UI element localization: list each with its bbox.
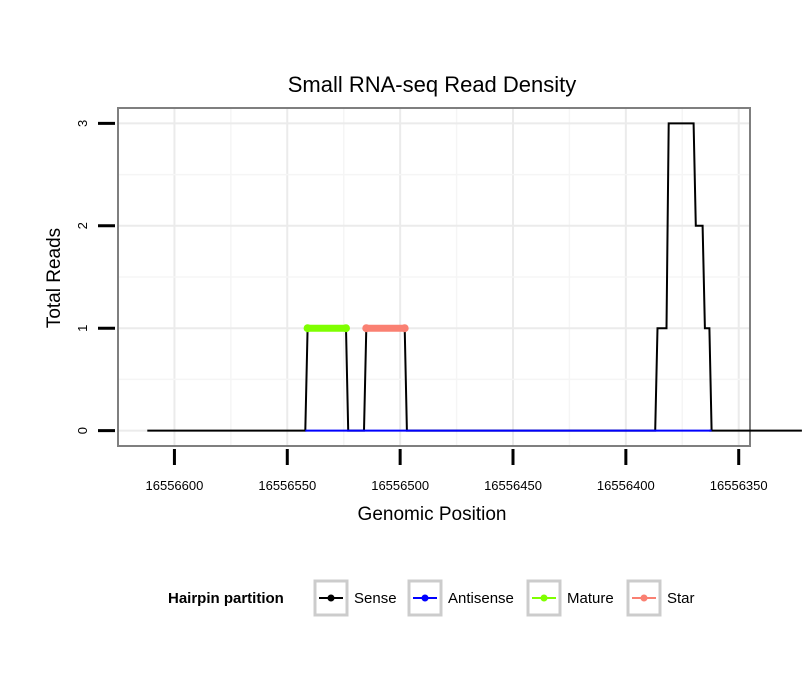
legend-title: Hairpin partition	[168, 590, 284, 607]
legend-label: Star	[667, 590, 695, 607]
legend-key-point	[540, 594, 548, 602]
legend-item-antisense: Antisense	[407, 579, 514, 617]
series-mature	[303, 324, 350, 333]
legend-key-point	[640, 594, 648, 602]
x-tick-label: 16556450	[484, 478, 542, 493]
chart-title: Small RNA-seq Read Density	[288, 72, 577, 97]
y-axis-label: Total Reads	[44, 228, 65, 328]
legend-item-sense: Sense	[313, 579, 397, 617]
x-tick-label: 16556600	[146, 478, 204, 493]
grid	[119, 109, 749, 445]
series-mature-point	[303, 324, 312, 333]
y-tick-label: 2	[75, 222, 90, 229]
series-layer	[147, 122, 802, 432]
y-axis: 0 1 2 3	[75, 120, 115, 434]
x-tick-label: 16556500	[371, 478, 429, 493]
x-axis-label: Genomic Position	[358, 504, 507, 525]
legend-label: Mature	[567, 590, 614, 607]
legend-item-star: Star	[626, 579, 695, 617]
legend-label: Antisense	[448, 590, 514, 607]
legend-item-mature: Mature	[526, 579, 614, 617]
x-axis: 16556600 16556550 16556500 16556450 16556400…	[146, 449, 768, 493]
series-star-point	[362, 324, 371, 333]
series-mature-point	[341, 324, 350, 333]
legend: Hairpin partition Sense Antisense Mature St…	[168, 579, 695, 617]
x-tick-label: 16556400	[597, 478, 655, 493]
legend-label: Sense	[354, 590, 397, 607]
legend-key-point	[421, 594, 429, 602]
x-tick-label: 16556550	[258, 478, 316, 493]
series-star	[362, 324, 409, 333]
series-star-point	[400, 324, 409, 333]
y-tick-label: 3	[75, 120, 90, 127]
y-tick-label: 0	[75, 427, 90, 434]
y-tick-label: 1	[75, 325, 90, 332]
x-tick-label: 16556350	[710, 478, 768, 493]
legend-key-point	[327, 594, 335, 602]
